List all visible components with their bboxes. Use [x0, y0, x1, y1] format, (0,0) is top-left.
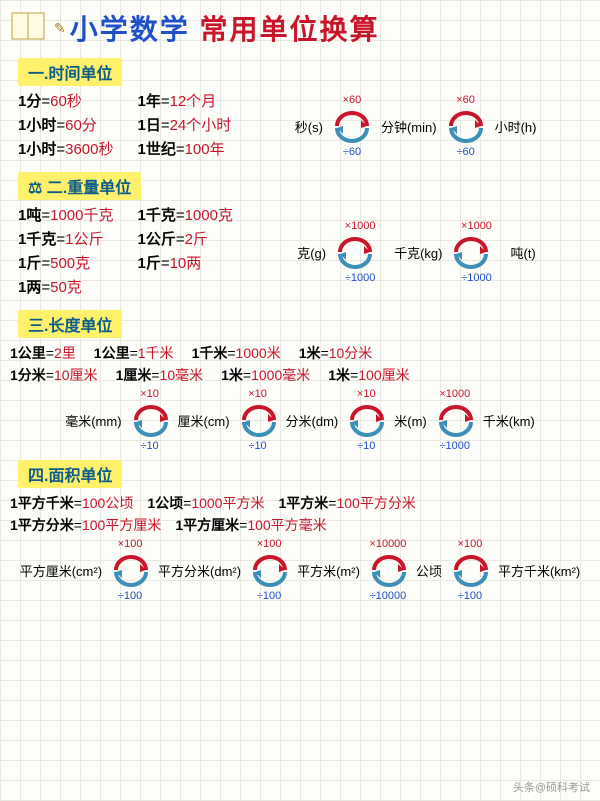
diagram-node: 吨(t)	[510, 243, 535, 262]
divide-label: ÷1000	[326, 272, 394, 284]
multiply-label: ×1000	[326, 220, 394, 232]
multiply-label: ×1000	[427, 388, 483, 400]
multiply-label: ×10	[230, 388, 286, 400]
cycle-arrow-icon: ×10 ÷10	[122, 392, 178, 448]
time-diagram: 秒(s) ×60 ÷60 分钟(min) ×60 ÷60 小时(h)	[237, 90, 600, 162]
conversion-item: 1公斤=2斤	[137, 228, 232, 252]
cycle-arrow-icon: ×60 ÷60	[323, 98, 381, 154]
notebook-icon	[10, 9, 50, 48]
multiply-label: ×10000	[360, 538, 416, 550]
cycle-arrow-icon: ×1000 ÷1000	[326, 224, 394, 280]
time-col2: 1年=12个月1日=24个小时1世纪=100年	[119, 90, 237, 162]
title-part1: 小学数学	[70, 8, 190, 48]
length-diagram: 毫米(mm) ×10 ÷10 厘米(cm) ×10 ÷10 分米(dm) ×10…	[0, 386, 600, 454]
multiply-label: ×10	[338, 388, 394, 400]
multiply-label: ×100	[442, 538, 498, 550]
area-diagram: 平方厘米(cm²) ×100 ÷100 平方分米(dm²) ×100 ÷100 …	[0, 536, 600, 604]
conversion-row: 1公里=2里1公里=1千米1千米=1000米1米=10分米	[10, 342, 594, 364]
section-heading-area: 四.面积单位	[18, 460, 122, 488]
conversion-item: 1斤=10两	[137, 252, 232, 276]
cycle-arrow-icon: ×100 ÷100	[442, 542, 498, 598]
cycle-arrow-icon: ×10000 ÷10000	[360, 542, 416, 598]
multiply-label: ×100	[102, 538, 158, 550]
diagram-node: 平方米(m²)	[297, 561, 360, 580]
cycle-arrow-icon: ×1000 ÷1000	[427, 392, 483, 448]
diagram-node: 分米(dm)	[286, 411, 339, 430]
conversion-row: 1平方千米=100公顷1公顷=1000平方米1平方米=100平方分米	[10, 492, 594, 514]
cycle-arrow-icon: ×10 ÷10	[338, 392, 394, 448]
time-col1: 1分=60秒1小时=60分1小时=3600秒	[0, 90, 119, 162]
diagram-node: 平方千米(km²)	[498, 561, 580, 580]
conversion-row: 1分米=10厘米1厘米=10毫米1米=1000毫米1米=100厘米	[10, 364, 594, 386]
divide-label: ÷100	[102, 590, 158, 602]
conversion-item: 1两=50克	[18, 276, 113, 300]
weight-diagram: 克(g) ×1000 ÷1000 千克(kg) ×1000 ÷1000 吨(t)	[239, 204, 600, 300]
length-rows: 1公里=2里1公里=1千米1千米=1000米1米=10分米1分米=10厘米1厘米…	[0, 342, 600, 386]
diagram-node: 千米(km)	[483, 411, 535, 430]
title-bar: ✎ 小学数学 常用单位换算	[0, 0, 600, 52]
weight-col2: 1千克=1000克1公斤=2斤1斤=10两	[119, 204, 238, 300]
conversion-item: 1分=60秒	[18, 90, 113, 114]
conversion-item: 1小时=3600秒	[18, 138, 113, 162]
scales-icon: ⚖	[28, 180, 42, 197]
divide-label: ÷100	[442, 590, 498, 602]
divide-label: ÷60	[323, 146, 381, 158]
diagram-node: 厘米(cm)	[178, 411, 230, 430]
cycle-arrow-icon: ×100 ÷100	[102, 542, 158, 598]
diagram-node: 毫米(mm)	[65, 411, 121, 430]
conversion-item: 1吨=1000千克	[18, 204, 113, 228]
multiply-label: ×1000	[442, 220, 510, 232]
conversion-item: 1小时=60分	[18, 114, 113, 138]
title-part2: 常用单位换算	[200, 8, 380, 48]
section-weight-body: 1吨=1000千克1千克=1公斤1斤=500克1两=50克 1千克=1000克1…	[0, 204, 600, 300]
multiply-label: ×10	[122, 388, 178, 400]
multiply-label: ×60	[323, 94, 381, 106]
conversion-item: 1千克=1公斤	[18, 228, 113, 252]
pencil-icon: ✎	[54, 20, 66, 37]
diagram-node: 克(g)	[297, 243, 326, 262]
diagram-node: 公顷	[416, 561, 442, 580]
watermark: 头条@硕科考试	[513, 779, 590, 795]
divide-label: ÷100	[241, 590, 297, 602]
multiply-label: ×100	[241, 538, 297, 550]
divide-label: ÷10	[338, 440, 394, 452]
section-heading-weight: ⚖ 二.重量单位	[18, 172, 141, 200]
section-time-body: 1分=60秒1小时=60分1小时=3600秒 1年=12个月1日=24个小时1世…	[0, 90, 600, 162]
cycle-arrow-icon: ×1000 ÷1000	[442, 224, 510, 280]
diagram-node: 千克(kg)	[394, 243, 442, 262]
divide-label: ÷1000	[442, 272, 510, 284]
conversion-item: 1日=24个小时	[137, 114, 231, 138]
diagram-node: 平方分米(dm²)	[158, 561, 241, 580]
diagram-node: 小时(h)	[495, 117, 537, 136]
conversion-item: 1世纪=100年	[137, 138, 231, 162]
cycle-arrow-icon: ×100 ÷100	[241, 542, 297, 598]
title-spacer	[190, 12, 200, 44]
conversion-item: 1年=12个月	[137, 90, 231, 114]
section-heading-weight-text: 二.重量单位	[47, 180, 131, 197]
multiply-label: ×60	[437, 94, 495, 106]
diagram-node: 分钟(min)	[381, 117, 437, 136]
diagram-node: 秒(s)	[295, 117, 323, 136]
divide-label: ÷60	[437, 146, 495, 158]
divide-label: ÷1000	[427, 440, 483, 452]
conversion-item: 1千克=1000克	[137, 204, 232, 228]
section-heading-length: 三.长度单位	[18, 310, 122, 338]
divide-label: ÷10	[122, 440, 178, 452]
cycle-arrow-icon: ×60 ÷60	[437, 98, 495, 154]
conversion-item: 1斤=500克	[18, 252, 113, 276]
diagram-node: 平方厘米(cm²)	[20, 561, 102, 580]
divide-label: ÷10	[230, 440, 286, 452]
diagram-node: 米(m)	[394, 411, 427, 430]
cycle-arrow-icon: ×10 ÷10	[230, 392, 286, 448]
divide-label: ÷10000	[360, 590, 416, 602]
section-heading-time: 一.时间单位	[18, 58, 122, 86]
area-rows: 1平方千米=100公顷1公顷=1000平方米1平方米=100平方分米1平方分米=…	[0, 492, 600, 536]
conversion-row: 1平方分米=100平方厘米1平方厘米=100平方毫米	[10, 514, 594, 536]
weight-col1: 1吨=1000千克1千克=1公斤1斤=500克1两=50克	[0, 204, 119, 300]
